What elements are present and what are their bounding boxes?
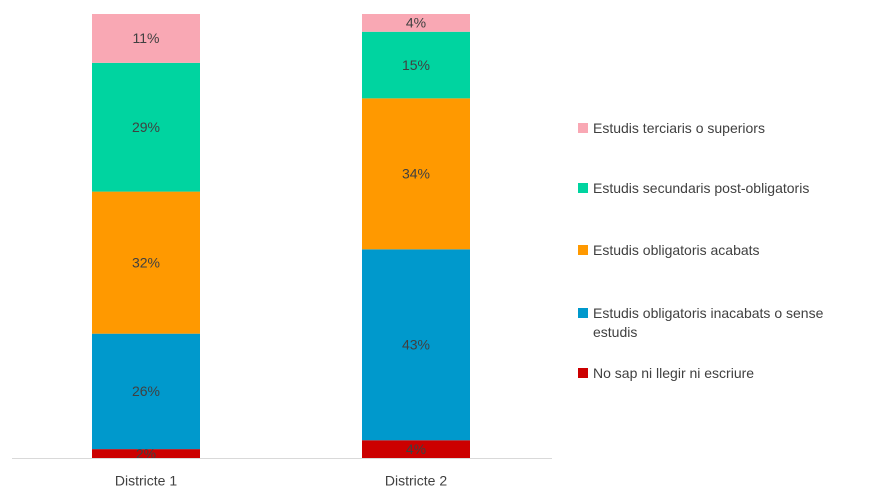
- bar-segment: [362, 31, 470, 99]
- legend-item: No sap ni llegir ni escriure: [578, 364, 863, 383]
- bar-segment: [362, 440, 470, 458]
- data-label: 26%: [132, 383, 160, 399]
- bar-segment: [362, 14, 470, 32]
- bar-segment: [362, 249, 470, 441]
- data-label: 32%: [132, 254, 160, 270]
- bar-segment: [92, 191, 200, 334]
- legend-swatch: [578, 123, 588, 133]
- legend-label: Estudis obligatoris acabats: [593, 242, 760, 258]
- x-tick-label: Districte 2: [385, 473, 447, 489]
- legend-swatch: [578, 183, 588, 193]
- data-label: 2%: [136, 445, 156, 461]
- legend-label: Estudis terciaris o superiors: [593, 120, 765, 136]
- bar-segment: [92, 449, 200, 458]
- data-label: 11%: [133, 30, 160, 46]
- data-label: 34%: [402, 166, 430, 182]
- bar-segment: [92, 14, 200, 63]
- legend-swatch: [578, 245, 588, 255]
- legend-item: Estudis obligatoris acabats: [578, 241, 863, 260]
- data-label: 43%: [402, 336, 430, 352]
- bar-segment: [362, 98, 470, 250]
- legend-item: Estudis secundaris post-obligatoris: [578, 179, 863, 198]
- bar-segment: [92, 62, 200, 192]
- legend-swatch: [578, 308, 588, 318]
- legend-swatch: [578, 368, 588, 378]
- bar-segment: [92, 333, 200, 450]
- data-label: 15%: [402, 57, 430, 73]
- legend-label: Estudis obligatoris inacabats o sense es…: [593, 305, 824, 340]
- data-label: 29%: [132, 119, 160, 135]
- legend-label: Estudis secundaris post-obligatoris: [593, 180, 810, 196]
- x-tick-label: Districte 1: [115, 473, 177, 489]
- legend-item: Estudis terciaris o superiors: [578, 119, 863, 138]
- data-label: 4%: [406, 441, 426, 457]
- data-label: 4%: [406, 15, 426, 31]
- legend-label: No sap ni llegir ni escriure: [593, 365, 755, 381]
- legend-item: Estudis obligatoris inacabats o sense es…: [578, 304, 863, 342]
